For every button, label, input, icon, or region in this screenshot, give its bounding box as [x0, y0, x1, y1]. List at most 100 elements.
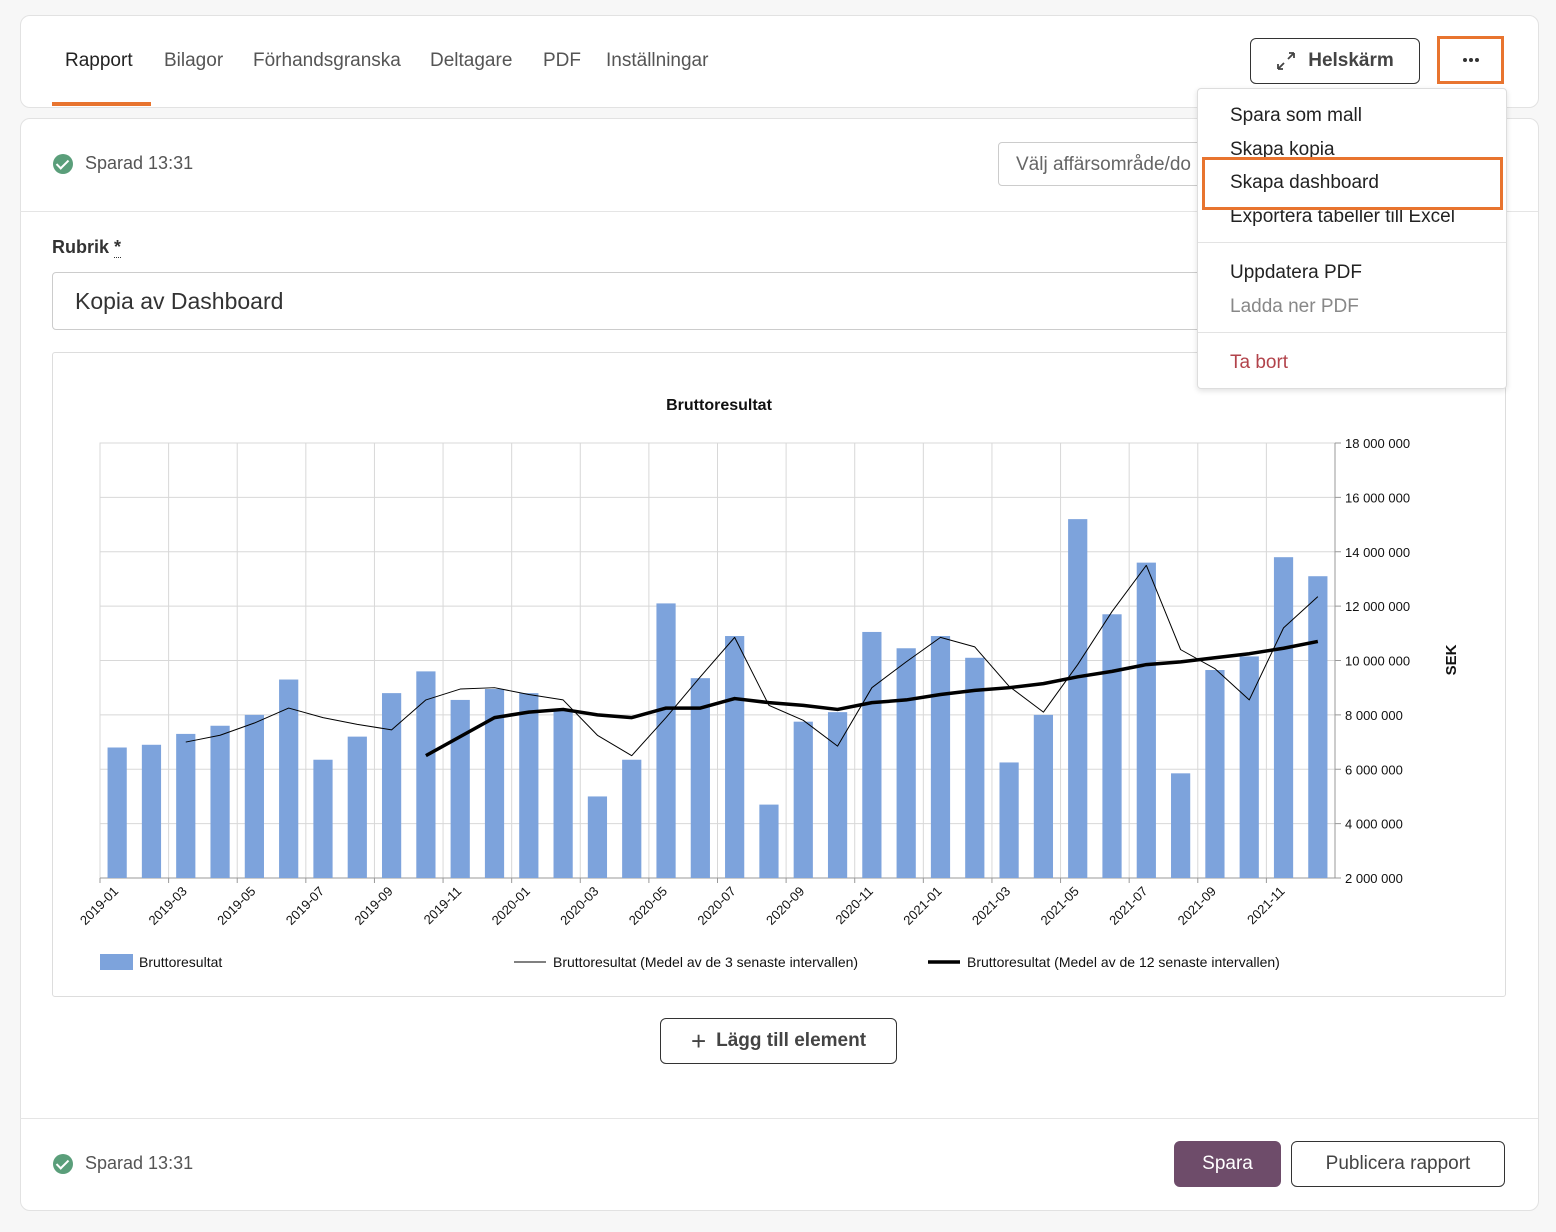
- y-tick-label: 18 000 000: [1345, 436, 1410, 451]
- x-tick-label: 2019-05: [214, 884, 258, 928]
- x-tick-label: 2019-11: [421, 884, 465, 928]
- y-tick-label: 8 000 000: [1345, 708, 1403, 723]
- menu-item[interactable]: Uppdatera PDF: [1230, 262, 1363, 283]
- bar: [484, 689, 505, 878]
- menu-divider: [1198, 332, 1506, 333]
- bar: [1068, 519, 1088, 878]
- bar: [176, 733, 196, 878]
- select-placeholder: Välj affärsområde/do: [1016, 154, 1191, 175]
- bar: [244, 714, 264, 878]
- y-tick-label: 2 000 000: [1345, 871, 1403, 886]
- bar: [553, 709, 573, 878]
- legend-label: Bruttoresultat (Medel av de 3 senaste in…: [553, 954, 858, 970]
- chart-title: Bruttoresultat: [666, 397, 772, 414]
- x-tick-label: 2021-07: [1106, 884, 1150, 928]
- x-tick-label: 2020-03: [557, 884, 601, 928]
- menu-divider: [1198, 242, 1506, 243]
- bar: [416, 671, 436, 878]
- menu-item[interactable]: Ta bort: [1230, 352, 1289, 373]
- bar: [1033, 714, 1054, 878]
- bar: [107, 747, 127, 878]
- menu-item[interactable]: Exportera tabeller till Excel: [1230, 205, 1455, 227]
- x-tick-label: 2020-11: [832, 884, 876, 928]
- heading-input[interactable]: Kopia av Dashboard: [52, 272, 1505, 330]
- expand-icon: [1277, 52, 1296, 70]
- x-tick-label: 2019-03: [146, 884, 190, 928]
- save-button[interactable]: Spara: [1174, 1141, 1281, 1187]
- bar: [862, 631, 882, 878]
- x-tick-label: 2019-01: [77, 884, 121, 928]
- y-tick-label: 10 000 000: [1345, 654, 1410, 669]
- label-text: Rubrik: [52, 237, 110, 257]
- legend-label: Bruttoresultat (Medel av de 12 senaste i…: [967, 954, 1280, 970]
- input-value: Kopia av Dashboard: [75, 288, 284, 314]
- bar: [1171, 773, 1191, 878]
- required-mark: *: [114, 237, 122, 258]
- x-tick-label: 2020-05: [626, 884, 670, 928]
- x-tick-label: 2020-07: [694, 884, 738, 928]
- tab[interactable]: Rapport: [65, 50, 133, 71]
- tab[interactable]: PDF: [543, 50, 581, 71]
- publish-label: Publicera rapport: [1325, 1153, 1471, 1174]
- legend-swatch: [100, 954, 133, 970]
- save-status: Sparad 13:31: [53, 1153, 193, 1174]
- x-tick-label: 2021-03: [969, 884, 1013, 928]
- highlight-box: [1202, 157, 1503, 210]
- plus-icon: +: [690, 1025, 707, 1056]
- bar: [1102, 614, 1122, 878]
- bar: [279, 679, 299, 878]
- divider: [20, 1118, 1538, 1119]
- bar: [725, 636, 745, 878]
- active-tab-indicator: [52, 102, 151, 106]
- x-tick-label: 2021-01: [900, 884, 944, 928]
- bar: [896, 648, 916, 878]
- bar: [759, 804, 779, 878]
- menu-item[interactable]: Skapa kopia: [1230, 138, 1335, 160]
- x-tick-label: 2021-11: [1244, 884, 1288, 928]
- bar: [622, 759, 642, 878]
- x-tick-label: 2020-01: [489, 884, 533, 928]
- heading-label: Rubrik *: [52, 237, 122, 258]
- bar: [965, 657, 985, 878]
- bar: [1308, 576, 1328, 878]
- add-element-button[interactable]: + Lägg till element: [660, 1018, 897, 1064]
- tab[interactable]: Deltagare: [430, 50, 513, 71]
- more-button[interactable]: [1437, 36, 1504, 84]
- divider: [20, 211, 1538, 212]
- y-tick-label: 14 000 000: [1345, 545, 1410, 560]
- publish-button[interactable]: Publicera rapport: [1291, 1141, 1505, 1187]
- bar: [210, 725, 230, 878]
- tab[interactable]: Förhandsgranska: [253, 50, 401, 71]
- x-tick-label: 2019-07: [283, 884, 327, 928]
- status-text: Sparad 13:31: [85, 153, 194, 173]
- fullscreen-button[interactable]: Helskärm: [1250, 38, 1420, 84]
- status-text: Sparad 13:31: [85, 1153, 194, 1173]
- x-tick-label: 2021-05: [1037, 884, 1081, 928]
- y-tick-label: 4 000 000: [1345, 817, 1403, 832]
- line: [425, 639, 1319, 758]
- bar: [450, 699, 470, 878]
- check-icon: [53, 153, 73, 174]
- bar: [1205, 670, 1225, 878]
- tab[interactable]: Inställningar: [606, 50, 709, 71]
- y-tick-label: 6 000 000: [1345, 762, 1403, 777]
- bar: [381, 693, 402, 878]
- line: [185, 564, 1319, 757]
- bar: [930, 636, 951, 878]
- bar: [313, 759, 333, 878]
- save-label: Spara: [1202, 1153, 1253, 1174]
- tab[interactable]: Bilagor: [164, 50, 224, 71]
- bar: [519, 693, 539, 878]
- x-tick-label: 2019-09: [351, 884, 395, 928]
- bar: [999, 762, 1019, 878]
- fullscreen-label: Helskärm: [1308, 50, 1394, 71]
- menu-item[interactable]: Ladda ner PDF: [1230, 295, 1359, 317]
- bar: [141, 744, 162, 878]
- menu-item[interactable]: Spara som mall: [1230, 105, 1362, 126]
- bar: [793, 721, 813, 878]
- menu-item[interactable]: Skapa dashboard: [1230, 172, 1379, 193]
- more-menu: Spara som mall Skapa kopia Skapa dashboard…: [1197, 88, 1507, 389]
- bar: [656, 603, 676, 878]
- bar: [1136, 562, 1156, 878]
